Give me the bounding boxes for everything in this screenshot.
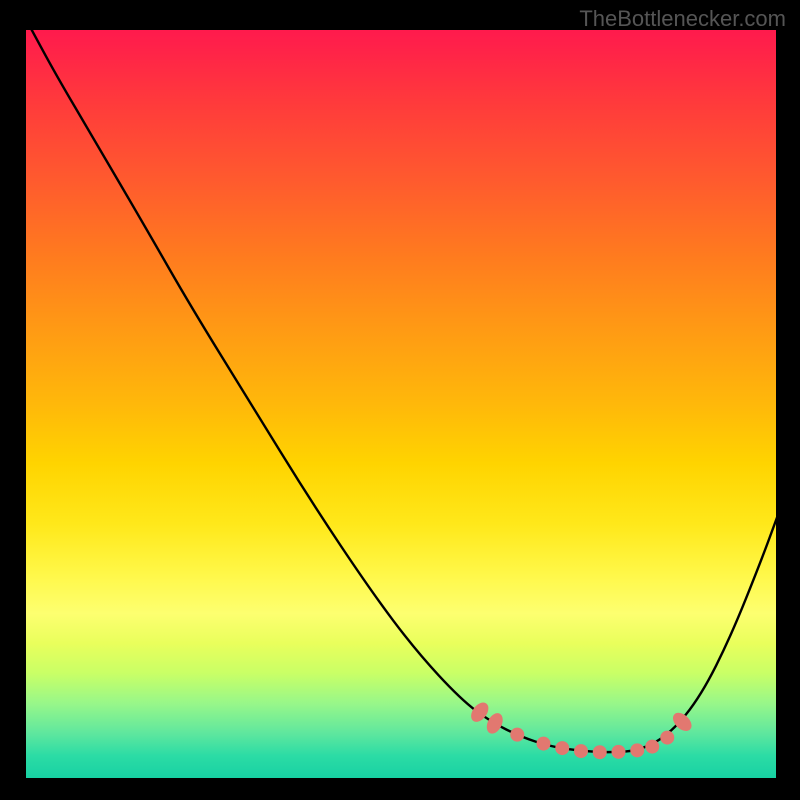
data-marker (661, 731, 674, 744)
data-marker (631, 744, 644, 757)
data-marker (646, 740, 659, 753)
bottleneck-curve (30, 26, 778, 752)
data-marker (484, 711, 505, 735)
watermark-text: TheBottlenecker.com (579, 6, 786, 32)
data-marker (670, 710, 694, 734)
chart-stage: TheBottlenecker.com (0, 0, 800, 800)
data-marker (575, 745, 588, 758)
data-marker (468, 700, 491, 724)
chart-svg (0, 0, 800, 800)
data-marker (537, 737, 550, 750)
data-marker (593, 746, 606, 759)
data-marker (556, 742, 569, 755)
data-marker (511, 728, 524, 741)
data-marker (612, 745, 625, 758)
